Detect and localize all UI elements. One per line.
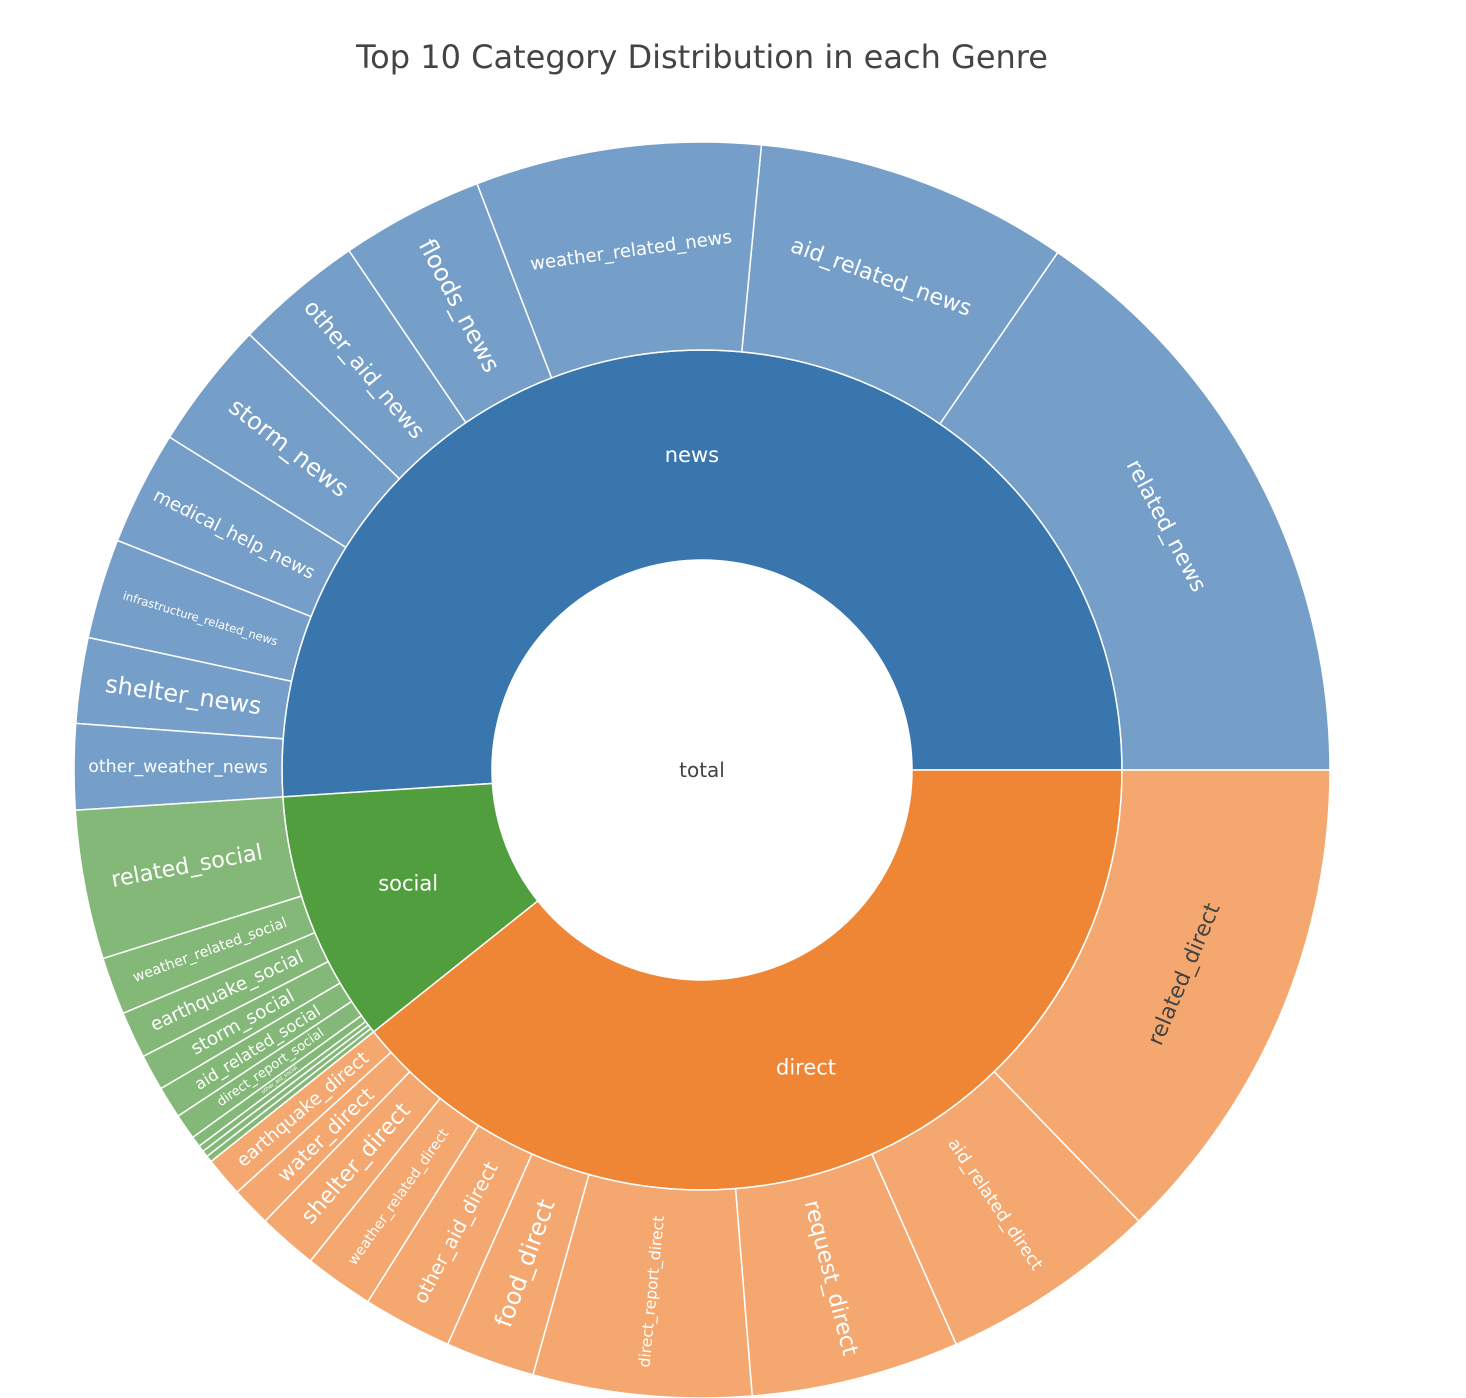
sunburst-segments	[73, 141, 1331, 1398]
category-segment-related-news[interactable]	[938, 251, 1331, 771]
category-label-other-weather-news: other_weather_news	[88, 757, 267, 778]
genre-label-social: social	[378, 872, 438, 896]
genre-label-direct: direct	[776, 1055, 836, 1079]
genre-label-news: news	[665, 443, 719, 467]
center-label-total: total	[679, 758, 725, 782]
chart-title: Top 10 Category Distribution in each Gen…	[356, 38, 1048, 76]
category-segment-related-direct[interactable]	[993, 769, 1331, 1223]
